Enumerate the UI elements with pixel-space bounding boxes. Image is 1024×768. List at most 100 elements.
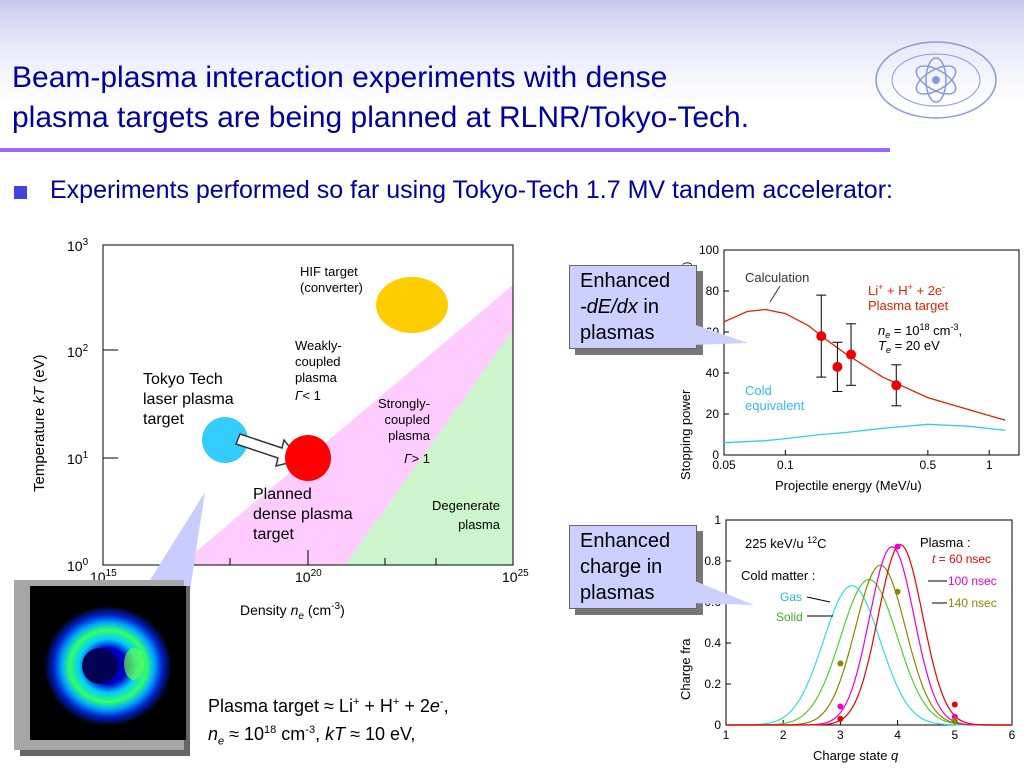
- formula-text: + H: [359, 696, 393, 716]
- y-tick-label: 20: [706, 407, 720, 421]
- y-tick-label: 80: [706, 284, 720, 298]
- formula-text: ,: [443, 696, 449, 716]
- x-tick-label: 5: [951, 728, 958, 742]
- formula-text: ,: [315, 724, 326, 744]
- title-line-1: Beam-plasma interaction experiments with…: [12, 61, 668, 94]
- t100-label: 100 nsec: [948, 574, 997, 588]
- formula-text: Plasma target ≈ Li: [208, 696, 353, 716]
- charge-marker: [837, 703, 844, 710]
- image-callout-pointer: [150, 492, 205, 590]
- formula-text: + 2: [399, 696, 430, 716]
- charge-marker: [837, 660, 844, 667]
- dedx-callout: Enhanced -dE/dx in plasmas: [569, 265, 697, 349]
- beam-profile-image: [30, 586, 186, 740]
- x-tick-label: 0.05: [712, 458, 736, 472]
- x-axis-label: Projectile energy (MeV/u): [775, 478, 922, 493]
- y-axis-label: Stopping power: [678, 389, 693, 480]
- x-tick-label: 0.5: [920, 458, 937, 472]
- axis-ticks: [103, 349, 437, 565]
- title-line-2: plasma targets are being planned at RLNR…: [12, 101, 750, 134]
- y-tick-label: 103: [67, 237, 89, 254]
- cold-equivalent-label: Cold equivalent: [745, 383, 805, 413]
- y-tick-label: 1: [714, 513, 721, 527]
- stopping-power-chart: 020406080100 0.050.10.51 Calculation Li+…: [678, 243, 1020, 493]
- strongly-coupled-label: Strongly-coupled plasma Γ> 1: [378, 396, 431, 466]
- tokyo-tech-label: Tokyo Tech laser plasma target: [143, 371, 234, 428]
- degenerate-label: Degenerate plasma: [432, 498, 501, 532]
- charge-curve: [726, 543, 1012, 726]
- t140-label: 140 nsec: [948, 596, 997, 610]
- callout-line-italic: -dE/dx: [580, 296, 638, 318]
- y-axis-label: Temperature kT (eV): [31, 354, 48, 492]
- formula-line-2: ne ≈ 1018 cm-3, kT ≈ 10 eV,: [208, 718, 449, 754]
- hif-target-marker: [376, 277, 448, 333]
- charge-callout-pointer: [690, 579, 754, 605]
- plasma-label: Plasma :: [920, 535, 971, 550]
- formula-line-1: Plasma target ≈ Li+ + H+ + 2e-,: [208, 690, 449, 718]
- data-point: [816, 331, 827, 342]
- plasma-target-label: Li+ + H+ + 2e- Plasma target: [868, 278, 949, 313]
- formula-italic: n: [208, 724, 219, 744]
- formula-sup: +: [352, 696, 360, 708]
- x-ticks: 1 2 3 4 5 6: [723, 720, 1016, 742]
- y-tick-label: 40: [706, 366, 720, 380]
- calculation-leader: [769, 285, 781, 303]
- x-tick-label: 1025: [502, 568, 529, 585]
- formula-sup: +: [392, 696, 400, 708]
- x-tick-label: 1: [723, 728, 730, 742]
- plasma-target-formula: Plasma target ≈ Li+ + H+ + 2e-, ne ≈ 101…: [208, 690, 449, 754]
- y-tick-label: 0: [714, 718, 721, 732]
- degenerate-region: [345, 330, 513, 565]
- charge-marker: [951, 701, 958, 708]
- solid-label: Solid: [776, 610, 803, 624]
- beam-profile-image-frame: [14, 580, 186, 750]
- callout-line: Enhanced: [580, 530, 671, 552]
- plasma-conditions: ne = 1018 cm-3, Te = 20 eV: [878, 322, 966, 355]
- hif-target-label: HIF target (converter): [300, 264, 363, 295]
- formula-sub: e: [218, 735, 225, 748]
- title-divider: [0, 148, 890, 152]
- y-axis-label: Charge fra: [678, 638, 693, 700]
- x-axis-label: Charge state q: [813, 748, 899, 763]
- title-background: [0, 0, 1024, 150]
- cold-equivalent-curve: [723, 423, 1006, 444]
- x-tick-label: 0.1: [777, 458, 794, 472]
- data-point: [832, 361, 843, 372]
- plasma-data-points: [816, 294, 902, 407]
- charge-markers: [837, 543, 958, 724]
- data-point: [846, 349, 857, 360]
- callout-line: plasmas: [580, 322, 655, 344]
- x-axis-label: Density ne (cm-3): [240, 601, 345, 622]
- calculation-curve: [723, 308, 1006, 421]
- dedx-callout-pointer: [690, 323, 748, 345]
- y-tick-label: 0.8: [704, 554, 721, 568]
- y-ticks: 00.20.40.60.81: [704, 513, 731, 732]
- formula-sup: -3: [305, 724, 316, 736]
- gas-leader: [806, 596, 831, 603]
- formula-italic: kT: [325, 724, 346, 744]
- formula-text: ≈ 10: [224, 724, 265, 744]
- x-tick-label: 2: [780, 728, 787, 742]
- charge-callout: Enhanced charge in plasmas: [569, 525, 697, 609]
- formula-text: cm: [276, 724, 306, 744]
- y-tick-label: 100: [67, 557, 89, 574]
- t60-label: t = 60 nsec: [932, 552, 991, 566]
- callout-line: -dE/dx in: [580, 294, 686, 320]
- weakly-coupled-label: Weakly-coupled plasma Γ< 1: [295, 338, 342, 403]
- planned-target-marker: [285, 435, 331, 481]
- bullet-marker: [14, 186, 27, 199]
- charge-marker: [951, 717, 958, 724]
- formula-sup: -: [439, 696, 444, 708]
- y-tick-label: 0.2: [704, 677, 721, 691]
- beam-ring-picture: [44, 606, 172, 726]
- x-ticks: 0.05 0.1 0.5 1: [712, 450, 993, 472]
- tokyo-tech-marker: [202, 417, 248, 463]
- callout-line: charge in: [580, 556, 663, 578]
- callout-line: plasmas: [580, 582, 655, 604]
- y-tick-label: 100: [699, 243, 719, 257]
- charge-curve: [726, 564, 1012, 726]
- charge-marker: [894, 543, 901, 550]
- slide-title: Beam-plasma interaction experiments with…: [12, 58, 749, 138]
- y-tick-label: 0.4: [704, 636, 721, 650]
